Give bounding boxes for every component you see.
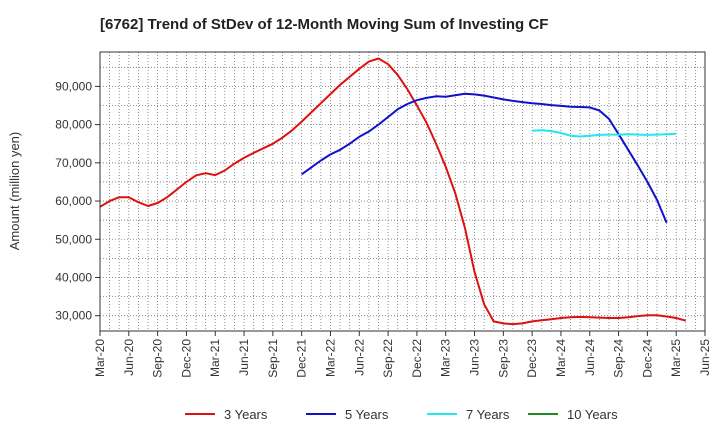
y-tick-label: 40,000 — [55, 270, 92, 284]
x-tick-label: Mar-24 — [554, 339, 568, 377]
x-tick-label: Jun-21 — [237, 339, 251, 376]
legend-item-5-years: 5 Years — [306, 407, 389, 422]
series-line-5-years — [301, 92, 668, 224]
x-tick-label: Dec-24 — [640, 339, 654, 378]
legend: 3 Years 5 Years 7 Years 10 Years — [185, 407, 618, 422]
x-tick-label: Sep-20 — [151, 339, 165, 378]
x-tick-label: Jun-23 — [468, 339, 482, 376]
legend-label: 10 Years — [567, 407, 618, 422]
y-tick-label: 90,000 — [55, 79, 92, 93]
x-axis: Mar-20 Jun-20 Sep-20 Dec-20 Mar-21 Jun-21 Sep-… — [93, 331, 712, 378]
x-tick-label: Mar-25 — [669, 339, 683, 377]
x-tick-label: Mar-21 — [208, 339, 222, 377]
x-tick-label: Mar-20 — [93, 339, 107, 377]
legend-item-3-years: 3 Years — [185, 407, 268, 422]
series-line-7-years — [532, 129, 677, 138]
grid — [100, 52, 705, 331]
x-tick-label: Jun-20 — [122, 339, 136, 376]
x-tick-label: Sep-21 — [266, 339, 280, 378]
y-tick-label: 50,000 — [55, 232, 92, 246]
x-tick-label: Jun-22 — [352, 339, 366, 376]
plot-frame — [99, 51, 706, 332]
y-tick-label: 70,000 — [55, 156, 92, 170]
series-lines — [99, 57, 687, 326]
x-tick-label: Jun-24 — [583, 339, 597, 376]
legend-item-7-years: 7 Years — [427, 407, 510, 422]
x-tick-label: Dec-22 — [410, 339, 424, 378]
x-tick-label: Dec-20 — [179, 339, 193, 378]
legend-label: 3 Years — [224, 407, 268, 422]
y-axis: 30,000 40,000 50,000 60,000 70,000 80,000 90,0… — [55, 79, 100, 323]
x-tick-label: Sep-24 — [612, 339, 626, 378]
x-tick-label: Mar-22 — [323, 339, 337, 377]
x-tick-label: Sep-23 — [496, 339, 510, 378]
x-tick-label: Jun-25 — [698, 339, 712, 376]
series-line-3-years — [99, 57, 687, 326]
y-tick-label: 80,000 — [55, 118, 92, 132]
y-axis-label: Amount (million yen) — [7, 132, 22, 251]
legend-label: 7 Years — [466, 407, 510, 422]
x-tick-label: Dec-23 — [525, 339, 539, 378]
chart-title: [6762] Trend of StDev of 12-Month Moving… — [100, 16, 548, 33]
legend-label: 5 Years — [345, 407, 389, 422]
x-tick-label: Dec-21 — [295, 339, 309, 378]
y-tick-label: 30,000 — [55, 309, 92, 323]
x-tick-label: Sep-22 — [381, 339, 395, 378]
y-tick-label: 60,000 — [55, 194, 92, 208]
x-tick-label: Mar-23 — [439, 339, 453, 377]
legend-item-10-years: 10 Years — [528, 407, 618, 422]
